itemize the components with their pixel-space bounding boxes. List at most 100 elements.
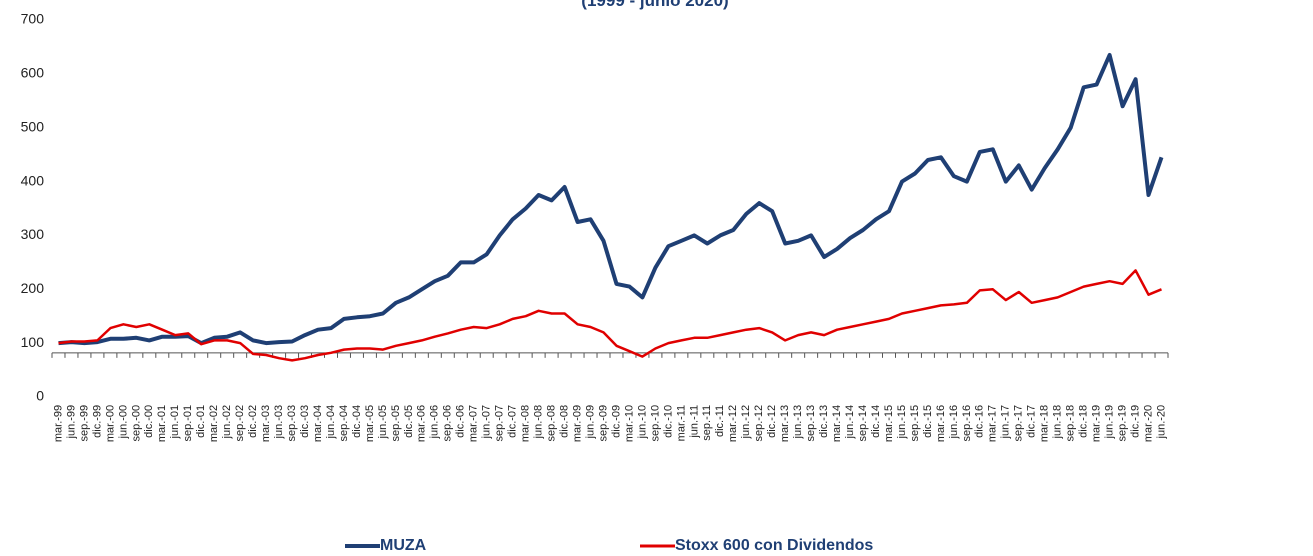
y-tick-label: 300	[21, 226, 45, 242]
x-tick-label: dic.-09	[610, 405, 622, 438]
x-tick-label: mar.-17	[987, 405, 999, 442]
x-tick-label: mar.-10	[623, 405, 635, 442]
x-tick-label: dic.-04	[351, 405, 363, 438]
x-tick-label: sep.-99	[78, 405, 90, 442]
x-tick-label: dic.-05	[403, 405, 415, 438]
x-tick-label: sep.-17	[1013, 405, 1025, 442]
x-tick-label: dic.-17	[1026, 405, 1038, 438]
x-tick-label: sep.-18	[1065, 405, 1077, 442]
x-tick-label: mar.-16	[935, 405, 947, 442]
x-tick-label: jun.-10	[636, 405, 648, 440]
x-tick-label: mar.-19	[1091, 405, 1103, 442]
y-tick-label: 500	[21, 118, 45, 134]
x-tick-label: mar.-08	[520, 405, 532, 442]
x-tick-label: mar.-14	[831, 405, 843, 442]
x-tick-label: dic.-12	[766, 405, 778, 438]
x-tick-label: mar.-03	[260, 405, 272, 442]
x-tick-label: jun.-04	[325, 405, 337, 440]
x-tick-label: dic.-08	[558, 405, 570, 438]
x-tick-label: sep.-11	[701, 405, 713, 441]
x-tick-label: mar.-11	[675, 405, 687, 441]
x-tick-label: dic.-19	[1129, 405, 1141, 438]
x-tick-label: mar.-04	[312, 405, 324, 442]
x-tick-label: sep.-02	[234, 405, 246, 442]
y-tick-label: 0	[36, 388, 44, 404]
x-tick-label: jun.-07	[481, 405, 493, 440]
x-tick-label: sep.-08	[546, 405, 558, 442]
legend-label: Stoxx 600 con Dividendos	[675, 537, 873, 554]
x-tick-label: sep.-09	[597, 405, 609, 442]
x-tick-label: mar.-02	[208, 405, 220, 442]
x-tick-label: mar.-99	[52, 405, 64, 442]
x-tick-label: mar.-15	[883, 405, 895, 442]
x-tick-label: sep.-13	[805, 405, 817, 442]
y-tick-label: 100	[21, 334, 45, 350]
x-tick-label: sep.-01	[182, 405, 194, 442]
x-tick-label: dic.-14	[870, 405, 882, 438]
x-tick-label: jun.-16	[948, 405, 960, 440]
x-tick-label: dic.-16	[974, 405, 986, 438]
x-tick-label: dic.-03	[299, 405, 311, 438]
x-tick-label: dic.-18	[1078, 405, 1090, 438]
x-tick-label: sep.-19	[1116, 405, 1128, 442]
x-tick-label: dic.-99	[91, 405, 103, 438]
x-tick-label: jun.-11	[688, 405, 700, 439]
x-tick-label: sep.-15	[909, 405, 921, 442]
y-tick-label: 700	[21, 11, 45, 27]
x-tick-label: sep.-12	[753, 405, 765, 442]
x-tick-label: mar.-18	[1039, 405, 1051, 442]
x-tick-label: dic.-01	[195, 405, 207, 438]
x-tick-label: jun.-99	[65, 405, 77, 440]
x-tick-label: mar.-20	[1142, 405, 1154, 442]
x-tick-label: dic.-15	[922, 405, 934, 438]
x-tick-label: dic.-11	[714, 405, 726, 437]
x-tick-label: sep.-04	[338, 405, 350, 442]
x-tick-label: jun.-09	[584, 405, 596, 440]
x-tick-label: jun.-17	[1000, 405, 1012, 440]
x-tick-label: sep.-00	[130, 405, 142, 442]
y-tick-label: 200	[21, 280, 45, 296]
x-tick-label: jun.-15	[896, 405, 908, 440]
x-tick-label: jun.-02	[221, 405, 233, 440]
x-tick-label: jun.-00	[117, 405, 129, 440]
x-tick-label: sep.-06	[442, 405, 454, 442]
y-tick-label: 400	[21, 172, 45, 188]
x-tick-label: mar.-13	[779, 405, 791, 442]
legend-label: MUZA	[380, 537, 427, 554]
x-tick-label: mar.-07	[468, 405, 480, 442]
x-tick-label: jun.-05	[377, 405, 389, 440]
x-tick-label: jun.-20	[1155, 405, 1167, 440]
x-tick-label: sep.-10	[649, 405, 661, 442]
x-tick-label: mar.-00	[104, 405, 116, 442]
x-tick-label: sep.-05	[390, 405, 402, 442]
series-line	[58, 269, 1162, 362]
x-tick-label: sep.-14	[857, 405, 869, 442]
x-tick-label: jun.-19	[1104, 405, 1116, 440]
x-tick-label: mar.-12	[727, 405, 739, 442]
x-tick-label: dic.-02	[247, 405, 259, 438]
x-tick-label: jun.-01	[169, 405, 181, 440]
x-tick-label: mar.-05	[364, 405, 376, 442]
x-tick-label: jun.-08	[533, 405, 545, 440]
x-tick-label: mar.-06	[416, 405, 428, 442]
x-tick-label: dic.-07	[507, 405, 519, 438]
x-tick-label: jun.-06	[429, 405, 441, 440]
x-tick-label: jun.-03	[273, 405, 285, 440]
x-tick-label: jun.-14	[844, 405, 856, 440]
series-line	[58, 53, 1164, 346]
x-tick-label: sep.-16	[961, 405, 973, 442]
x-tick-label: mar.-01	[156, 405, 168, 442]
x-tick-label: dic.-13	[818, 405, 830, 438]
x-tick-label: jun.-12	[740, 405, 752, 440]
x-tick-label: dic.-10	[662, 405, 674, 438]
y-tick-label: 600	[21, 65, 45, 81]
x-tick-label: jun.-13	[792, 405, 804, 440]
chart-title: (1999 - junio 2020)	[581, 0, 728, 10]
x-tick-label: sep.-03	[286, 405, 298, 442]
x-tick-label: mar.-09	[571, 405, 583, 442]
x-tick-label: sep.-07	[494, 405, 506, 442]
x-tick-label: dic.-00	[143, 405, 155, 438]
x-tick-label: jun.-18	[1052, 405, 1064, 440]
x-tick-label: dic.-06	[455, 405, 467, 438]
